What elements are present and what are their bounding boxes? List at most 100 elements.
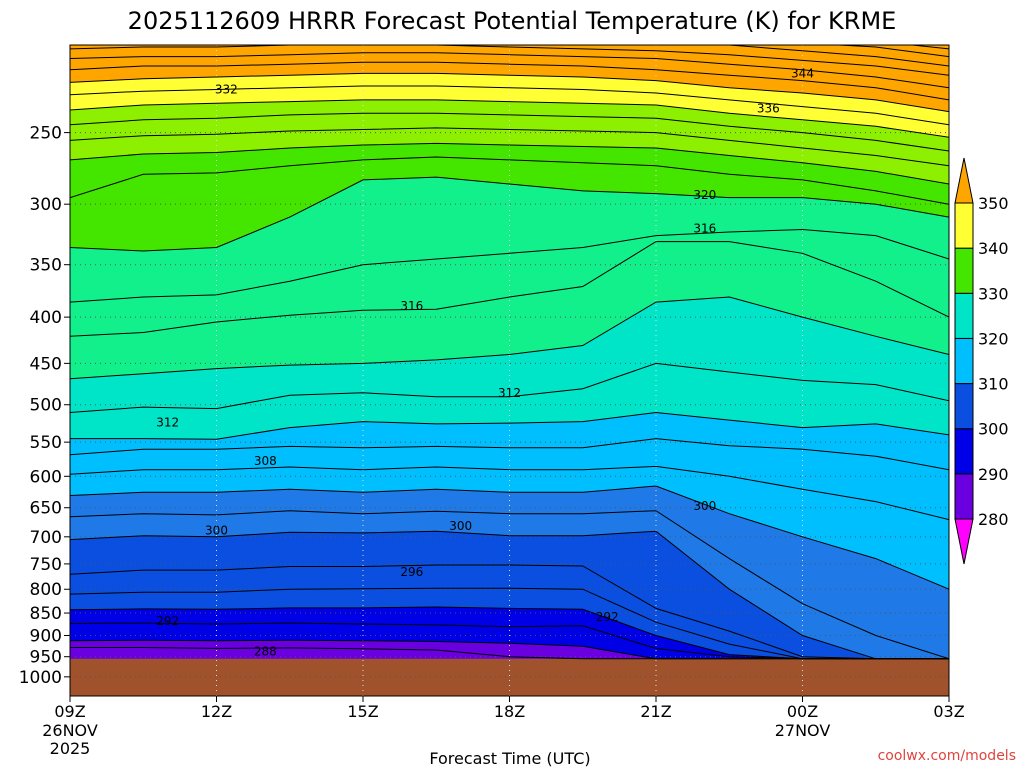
contour-line <box>70 52 949 89</box>
x-tick-label: 18Z <box>494 702 525 721</box>
x-tick-label: 03Z <box>933 702 964 721</box>
x-tick-date: 27NOV <box>775 721 831 740</box>
contour-label: 292 <box>596 610 619 624</box>
contour-line <box>70 127 949 167</box>
contour-line <box>70 411 949 440</box>
x-tick-year: 2025 <box>50 739 91 758</box>
contour-line <box>70 510 949 660</box>
contour-label: 320 <box>693 188 716 202</box>
contour-label: 316 <box>693 221 716 235</box>
y-axis: 2503003504004505005506006507007508008509… <box>19 124 70 688</box>
fill-band <box>70 127 949 184</box>
y-tick-label: 1000 <box>19 668 62 688</box>
y-tick-label: 950 <box>30 648 62 668</box>
fill-band <box>70 510 949 659</box>
x-tick-label: 09Z <box>54 702 85 721</box>
fill-band <box>70 45 949 88</box>
y-tick-label: 350 <box>30 256 62 276</box>
contour-label: 316 <box>400 299 423 313</box>
fill-band <box>70 438 949 520</box>
y-tick-label: 750 <box>30 555 62 575</box>
y-tick-label: 850 <box>30 604 62 624</box>
fill-band <box>70 607 949 659</box>
contour-line <box>70 85 949 126</box>
colorbar-label: 330 <box>978 284 1009 303</box>
contour-labels: 332 344 336 320 316 316 312 312 308 300 300 300 296 2… <box>156 66 814 658</box>
fill-band <box>70 99 949 151</box>
y-tick-label: 450 <box>30 354 62 374</box>
below-ground-area <box>70 658 949 696</box>
y-tick-label: 650 <box>30 499 62 519</box>
contour-line <box>70 587 949 660</box>
y-tick-label: 800 <box>30 580 62 600</box>
x-tick-label: 00Z <box>787 702 818 721</box>
y-tick-label: 250 <box>30 124 62 144</box>
fill-band <box>70 86 949 138</box>
credit-link[interactable]: coolwx.com/models <box>878 748 1016 764</box>
y-tick-label: 400 <box>30 308 62 328</box>
contour-line <box>70 530 949 660</box>
fill-band <box>70 486 949 659</box>
contour-line <box>70 61 949 101</box>
contour-label: 312 <box>498 386 521 400</box>
y-tick-label: 900 <box>30 626 62 646</box>
below-ground-rect <box>70 658 949 696</box>
y-tick-label: 700 <box>30 528 62 548</box>
plot-area: 332 344 336 320 316 316 312 312 308 300 300 300 296 2… <box>69 44 950 697</box>
contour-line <box>70 362 949 413</box>
colorbar-label: 350 <box>978 194 1009 213</box>
fill-band <box>70 229 949 337</box>
x-tick-date: 26NOV <box>42 721 98 740</box>
colorbar-label: 290 <box>978 465 1009 484</box>
colorbar-segment <box>954 292 974 339</box>
contour-label: 336 <box>757 101 780 115</box>
contour-line <box>70 142 949 185</box>
contour-line <box>70 296 949 380</box>
contour-label: 300 <box>693 499 716 513</box>
contour-label: 332 <box>215 82 238 96</box>
x-axis-label: Forecast Time (UTC) <box>429 749 590 768</box>
colorbar-segment <box>954 383 974 430</box>
y-tick-label: 500 <box>30 396 62 416</box>
fill-band <box>70 640 949 659</box>
fill-band <box>70 62 949 112</box>
colorbar-segment <box>954 473 974 520</box>
contour-line <box>70 438 949 471</box>
fill-band <box>70 177 949 303</box>
colorbar-extend-top <box>954 157 974 204</box>
fill-band <box>70 45 949 76</box>
fill-band <box>839 45 949 57</box>
contour-label: 288 <box>254 644 277 658</box>
colorbar-segment <box>954 428 974 475</box>
contour-label: 292 <box>156 614 179 628</box>
colorbar-label: 320 <box>978 329 1009 348</box>
contour-line <box>70 45 949 76</box>
colorbar-segment <box>954 247 974 294</box>
contour-line <box>70 465 949 521</box>
contour-label: 296 <box>400 565 423 579</box>
chart-title: 2025112609 HRRR Forecast Potential Tempe… <box>128 7 897 35</box>
fill-band <box>70 412 949 470</box>
contour-line <box>70 564 949 660</box>
fill-band <box>70 588 949 659</box>
contour-line <box>70 99 949 138</box>
contour-label: 312 <box>156 415 179 429</box>
contour-line <box>70 156 949 205</box>
colorbar-label: 300 <box>978 420 1009 439</box>
contour-line <box>70 228 949 303</box>
contour-line <box>70 112 949 152</box>
contour-line <box>70 176 949 252</box>
x-tick-label: 15Z <box>347 702 378 721</box>
colorbar-label: 280 <box>978 510 1009 529</box>
y-tick-label: 600 <box>30 467 62 487</box>
contour-line <box>70 485 949 590</box>
y-tick-label: 300 <box>30 195 62 215</box>
fill-band <box>729 45 949 66</box>
contour-label: 308 <box>254 454 277 468</box>
colorbar-label: 310 <box>978 375 1009 394</box>
contour-line <box>710 45 949 67</box>
contour-label: 344 <box>791 66 814 80</box>
contour-label: 300 <box>449 519 472 533</box>
